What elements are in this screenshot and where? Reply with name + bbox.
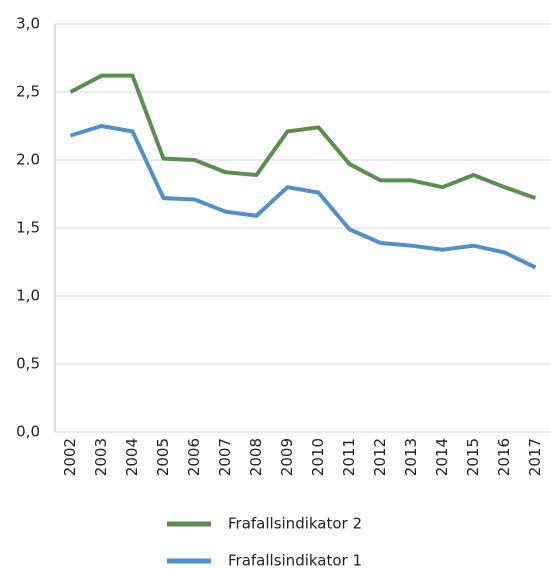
x-tick-label: 2005 [154, 438, 172, 476]
x-tick-label: 2012 [371, 438, 389, 476]
x-tick-label: 2007 [216, 438, 234, 476]
x-tick-label: 2014 [433, 438, 451, 476]
y-tick-label: 2,5 [16, 83, 40, 101]
y-tick-label: 0,5 [16, 355, 40, 373]
x-tick-label: 2011 [340, 438, 358, 476]
x-tick-label: 2015 [464, 438, 482, 476]
x-tick-label: 2013 [402, 438, 420, 476]
y-tick-label: 1,0 [16, 287, 40, 305]
legend-label: Frafallsindikator 1 [228, 552, 362, 569]
y-tick-label: 3,0 [16, 15, 40, 33]
x-tick-label: 2002 [61, 438, 79, 476]
data-line [69, 73, 537, 200]
x-tick-label: 2004 [123, 438, 141, 476]
y-tick-label: 0,0 [16, 423, 40, 441]
x-tick-label: 2009 [278, 438, 296, 476]
data-line [69, 124, 537, 270]
x-tick-label: 2010 [309, 438, 327, 476]
x-tick-label: 2003 [92, 438, 110, 476]
y-tick-label: 1,5 [16, 219, 40, 237]
x-tick-label: 2016 [495, 438, 513, 476]
legend-label: Frafallsindikator 2 [228, 515, 362, 533]
x-tick-label: 2006 [185, 438, 203, 476]
x-tick-label: 2008 [247, 438, 265, 476]
y-tick-label: 2.0 [16, 151, 40, 169]
x-tick-label: 2017 [526, 438, 544, 476]
